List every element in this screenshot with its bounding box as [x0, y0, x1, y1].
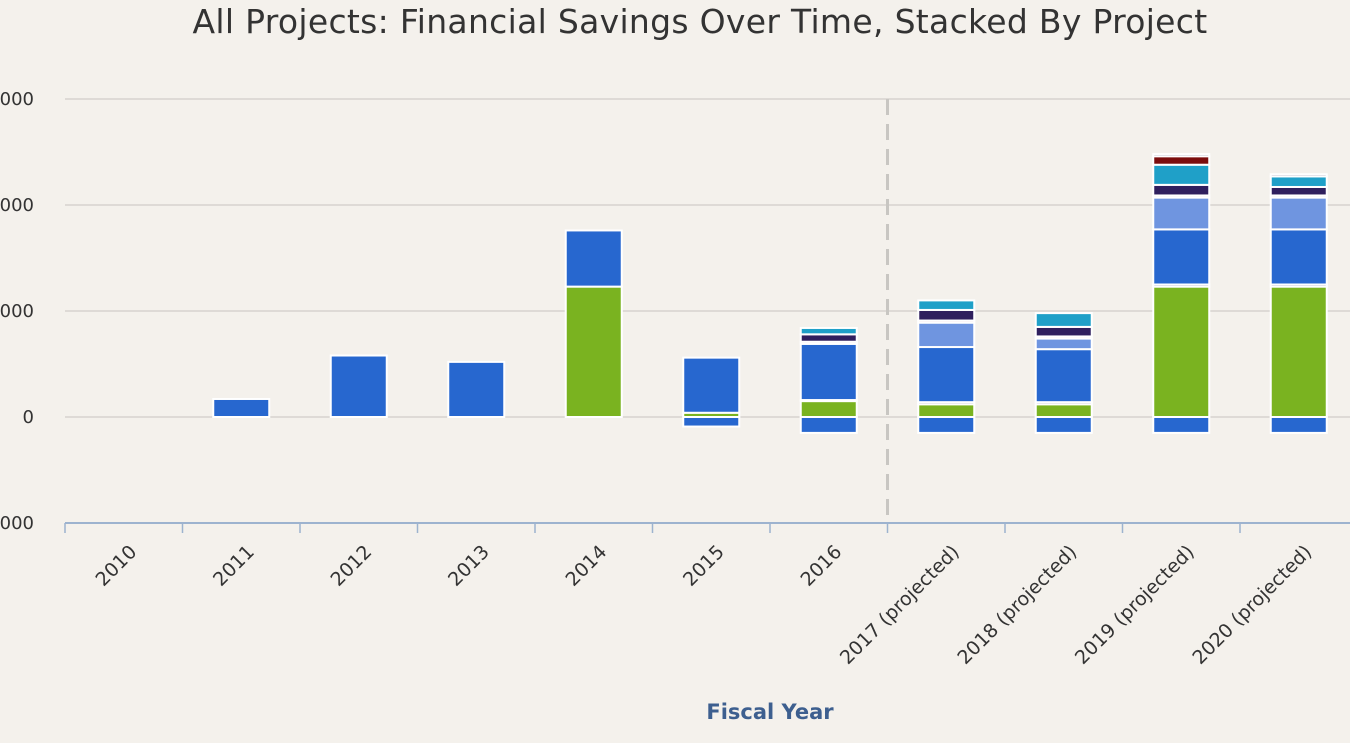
y-tick-label: 000 — [0, 89, 34, 110]
x-tick-label: 2012 — [327, 541, 377, 591]
x-tick-label: 2020 (projected) — [1188, 541, 1316, 669]
y-tick-label: 000 — [0, 301, 34, 322]
bar-segment — [917, 321, 976, 349]
y-tick-label: 000 — [0, 513, 34, 534]
y-tick-label: 0 — [23, 407, 34, 428]
bar-segment — [917, 308, 976, 322]
x-tick-label: 2010 — [92, 541, 142, 591]
bar-segment — [1152, 228, 1211, 286]
bar-segment — [917, 416, 976, 434]
bar-segment — [329, 354, 388, 418]
x-axis-title: Fiscal Year — [706, 700, 834, 724]
bar-segment — [564, 285, 623, 418]
x-tick-label: 2017 (projected) — [836, 541, 964, 669]
bar-segment — [682, 416, 741, 428]
bar-segment — [1152, 416, 1211, 434]
bar-segment — [799, 400, 858, 419]
bar-segment — [212, 397, 271, 419]
bar-segment — [1034, 337, 1093, 351]
x-tick-label: 2013 — [444, 541, 494, 591]
bar-segment — [1152, 153, 1211, 158]
bar-segment — [1034, 416, 1093, 434]
bar-segment — [1034, 325, 1093, 338]
chart-title: All Projects: Financial Savings Over Tim… — [192, 2, 1208, 41]
bar-segment — [1269, 228, 1328, 286]
bar-segment — [799, 416, 858, 434]
x-tick-label: 2015 — [679, 541, 729, 591]
bar-segment — [1034, 312, 1093, 328]
x-tick-label: 2018 (projected) — [953, 541, 1081, 669]
bar-segment — [1152, 285, 1211, 418]
bar-segment — [917, 403, 976, 418]
bar-segment — [799, 326, 858, 336]
bar-segment — [917, 346, 976, 404]
x-tick-label: 2016 — [797, 541, 847, 591]
bar-segment — [917, 299, 976, 311]
bar-segment — [682, 356, 741, 414]
bar-segment — [1269, 175, 1328, 188]
bar-segment — [1152, 155, 1211, 166]
x-tick-label: 2014 — [562, 541, 612, 591]
bar-segment — [1152, 163, 1211, 186]
bar-segment — [1269, 196, 1328, 231]
bar-segment — [1152, 196, 1211, 231]
x-tick-label: 2019 (projected) — [1071, 541, 1199, 669]
y-tick-label: 000 — [0, 195, 34, 216]
bar-segment — [564, 229, 623, 288]
bar-segment — [1034, 403, 1093, 418]
bar-segment — [1034, 348, 1093, 404]
bar-segment — [799, 333, 858, 343]
bar-segment — [447, 360, 506, 419]
bar-segment — [799, 342, 858, 402]
bar-segment — [1269, 416, 1328, 434]
x-tick-label: 2011 — [209, 541, 259, 591]
bar-segment — [1269, 173, 1328, 178]
bar-segment — [1269, 185, 1328, 197]
bar-segment — [1269, 285, 1328, 418]
bar-segment — [1152, 183, 1211, 197]
